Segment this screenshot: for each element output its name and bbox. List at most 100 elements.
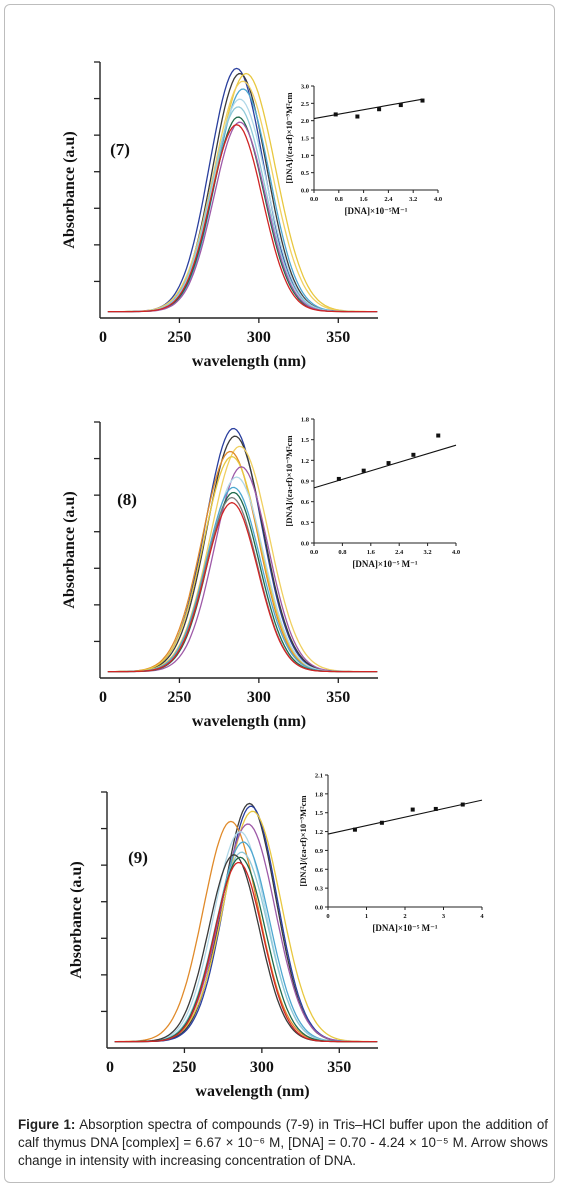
inset-x-tick-label: 2.4 xyxy=(395,549,404,556)
x-tick-label: 250 xyxy=(172,1059,196,1076)
inset-y-tick-label: 0.5 xyxy=(301,170,310,177)
inset-y-tick-label: 0.3 xyxy=(315,886,324,893)
inset-data-point xyxy=(420,98,425,103)
inset-y-tick-label: 1.2 xyxy=(301,458,309,465)
spectrum-curve xyxy=(114,802,378,1043)
inset-x-axis-label: [DNA]×10⁻⁵ M⁻¹ xyxy=(352,559,418,569)
inset-data-point xyxy=(336,476,341,481)
inset-y-axis-label: [DNA]/(εa-εf)×10⁻⁹M²cm xyxy=(298,795,308,886)
inset-x-tick-label: 1.6 xyxy=(360,196,369,203)
inset-data-point xyxy=(361,468,366,473)
spectrum-curve xyxy=(114,856,378,1043)
x-tick-label: 0 xyxy=(106,1059,114,1076)
inset-data-point xyxy=(333,112,338,117)
compound-label: (9) xyxy=(128,848,148,867)
inset-data-point xyxy=(398,103,403,108)
inset-y-tick-label: 1.8 xyxy=(301,417,310,424)
spectrum-curve xyxy=(107,491,378,673)
y-axis-label: Absorbance (a.u) xyxy=(61,131,78,248)
inset-data-point xyxy=(377,107,382,112)
inset-x-tick-label: 0.0 xyxy=(310,196,318,203)
spectrum-curve xyxy=(114,810,378,1043)
inset-x-tick-label: 0.0 xyxy=(310,549,318,556)
inset-x-tick-label: 4.0 xyxy=(434,196,442,203)
inset-x-tick-label: 2 xyxy=(403,913,406,920)
inset-y-tick-label: 0.0 xyxy=(301,188,309,195)
x-axis-label: wavelength (nm) xyxy=(192,713,306,730)
inset-x-tick-label: 0.8 xyxy=(338,549,347,556)
spectrum-curve xyxy=(107,450,378,673)
spectrum-curve xyxy=(107,98,378,313)
inset-y-tick-label: 0.6 xyxy=(301,499,310,506)
spectrum-curve xyxy=(107,501,378,673)
inset-fit-line xyxy=(313,444,457,489)
spectrum-curve xyxy=(114,851,378,1043)
inset-data-point xyxy=(379,820,384,825)
x-axis-label: wavelength (nm) xyxy=(195,1083,309,1100)
inset-y-tick-label: 0.9 xyxy=(315,848,324,855)
x-axis-label: wavelength (nm) xyxy=(192,353,306,370)
spectrum-curve xyxy=(107,106,378,313)
inset-data-point xyxy=(460,802,465,807)
spectrum-curve xyxy=(107,455,378,673)
x-tick-label: 0 xyxy=(99,329,107,346)
inset-x-tick-label: 3.2 xyxy=(424,549,432,556)
inset-y-tick-label: 1.5 xyxy=(301,136,310,143)
y-axis-label: Absorbance (a.u) xyxy=(61,491,78,608)
inset-data-point xyxy=(411,452,416,457)
x-tick-label: 350 xyxy=(327,1059,351,1076)
chart-panel-9: 0 250 300 350 wavelength (nm) Absorbance (a.u… xyxy=(68,773,484,1101)
inset-y-tick-label: 0.9 xyxy=(301,479,310,486)
inset-y-tick-label: 2.1 xyxy=(315,773,323,780)
inset-data-point xyxy=(386,461,391,466)
inset-data-point xyxy=(352,827,357,832)
inset-x-tick-label: 3.2 xyxy=(409,196,417,203)
spectrum-curve xyxy=(114,861,378,1043)
inset-y-tick-label: 0.0 xyxy=(301,541,309,548)
spectrum-curve xyxy=(107,427,378,673)
spectrum-curve xyxy=(114,854,378,1043)
caption-text: Absorption spectra of compounds (7-9) in… xyxy=(18,1117,548,1168)
inset-y-tick-label: 0.3 xyxy=(301,520,310,527)
inset-y-tick-label: 2.0 xyxy=(301,118,309,125)
inset-y-axis-label: [DNA]/(εa-εf)×10⁻⁹M²cm xyxy=(284,435,294,526)
figure-caption: Figure 1: Absorption spectra of compound… xyxy=(18,1116,548,1170)
spectrum-curve xyxy=(107,496,378,673)
x-tick-label: 0 xyxy=(99,689,107,706)
spectrum-curve xyxy=(107,445,378,673)
inset-x-tick-label: 1.6 xyxy=(367,549,376,556)
x-tick-label: 250 xyxy=(167,689,191,706)
x-tick-label: 300 xyxy=(247,329,271,346)
spectrum-curve xyxy=(107,124,378,313)
inset-x-tick-label: 0 xyxy=(326,913,329,920)
spectrum-curve xyxy=(107,476,378,673)
inset-y-tick-label: 2.5 xyxy=(301,101,310,108)
x-tick-label: 300 xyxy=(247,689,271,706)
chart-panel-7: 0 250 300 350 wavelength (nm) Absorbance (a.u… xyxy=(61,61,442,370)
inset-fit-line xyxy=(313,98,423,120)
x-tick-label: 350 xyxy=(326,329,350,346)
inset-data-point xyxy=(433,806,438,811)
inset-y-axis-label: [DNA]/(εa-εf)×10⁻⁹M²cm xyxy=(284,92,294,183)
inset-y-tick-label: 1.8 xyxy=(315,791,324,798)
spectrum-curve xyxy=(107,116,378,313)
inset-y-tick-label: 0.6 xyxy=(315,867,324,874)
compound-label: (7) xyxy=(110,140,130,159)
spectrum-curve xyxy=(114,805,378,1043)
compound-label: (8) xyxy=(117,490,137,509)
inset-fit-line xyxy=(327,799,483,835)
inset-data-point xyxy=(436,433,441,438)
inset-data-point xyxy=(355,114,360,119)
inset-x-tick-label: 2.4 xyxy=(384,196,393,203)
inset-x-tick-label: 4.0 xyxy=(452,549,460,556)
inset-y-tick-label: 3.0 xyxy=(301,84,309,91)
spectrum-curve xyxy=(107,121,378,313)
inset-x-tick-label: 4 xyxy=(480,913,484,920)
inset-y-tick-label: 1.0 xyxy=(301,153,309,160)
inset-y-tick-label: 1.5 xyxy=(301,437,310,444)
inset-data-point xyxy=(410,807,415,812)
inset-x-tick-label: 0.8 xyxy=(335,196,344,203)
inset-x-tick-label: 3 xyxy=(442,913,446,920)
inset-y-tick-label: 1.2 xyxy=(315,829,323,836)
inset-x-axis-label: [DNA]×10⁻⁵ M⁻¹ xyxy=(372,923,438,933)
